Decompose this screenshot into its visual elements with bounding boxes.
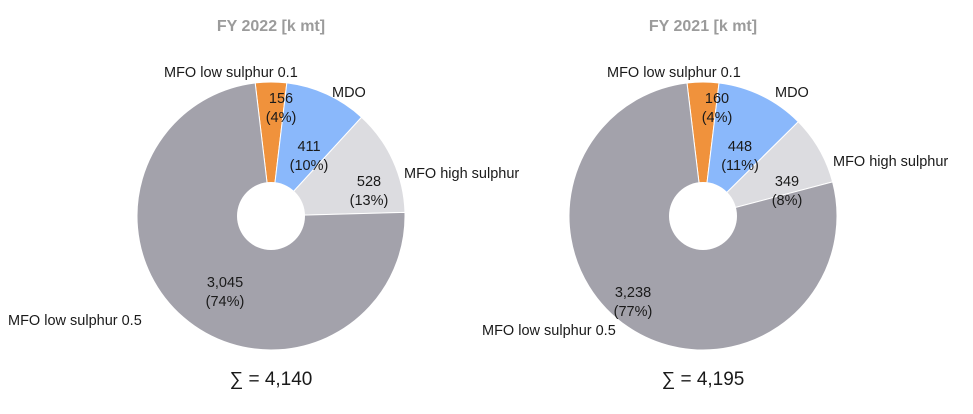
slice-value-label: 448: [728, 139, 752, 155]
chart-title: FY 2021 [k mt]: [649, 18, 757, 35]
slice-percent-label: (74%): [206, 294, 245, 310]
slice-name-label: MFO low sulphur 0.1: [607, 65, 741, 81]
slice-percent-label: (8%): [772, 193, 803, 209]
slice-name-label: MFO high sulphur: [404, 166, 519, 182]
pie-slice-2: [702, 82, 799, 218]
slice-percent-label: (13%): [350, 193, 389, 209]
donut-hole: [237, 182, 305, 250]
slice-name-label: MFO high sulphur: [833, 154, 948, 170]
slice-percent-label: (10%): [290, 158, 329, 174]
pie-chart-1: FY 2022 [k mt] 156 (4%)411 (10%) 528 (13%) 3,0…: [8, 18, 519, 390]
slice-value-label: 160: [705, 91, 729, 107]
slice-name-label: MFO low sulphur 0.5: [8, 313, 142, 329]
slice-name-label: MDO: [332, 85, 366, 101]
slice-value-label: 349: [775, 174, 799, 190]
slice-percent-label: (11%): [721, 158, 759, 174]
slice-value-label: 3,045: [207, 275, 243, 291]
slice-value-label: 528: [357, 174, 381, 190]
slice-value-label: 411: [297, 139, 320, 155]
slice-name-label: MFO low sulphur 0.1: [164, 65, 298, 81]
chart-title: FY 2022 [k mt]: [217, 18, 325, 35]
donut-hole: [669, 182, 737, 250]
pie-slice-2: [270, 82, 363, 218]
pie-chart-2: FY 2021 [k mt] 160 (4%) 448 (11%) 349 (8%) 3,23…: [482, 18, 948, 390]
total-label: ∑ = 4,140: [230, 369, 313, 390]
slice-value-label: 3,238: [615, 285, 651, 301]
slice-value-label: 156: [269, 91, 293, 107]
slice-percent-label: (77%): [614, 304, 653, 320]
slice-percent-label: (4%): [702, 110, 733, 126]
slice-percent-label: (4%): [266, 110, 297, 126]
pie-slice-3: [269, 116, 406, 217]
slice-name-label: MFO low sulphur 0.5: [482, 323, 616, 339]
slice-name-label: MDO: [775, 85, 809, 101]
total-label: ∑ = 4,195: [662, 369, 745, 390]
